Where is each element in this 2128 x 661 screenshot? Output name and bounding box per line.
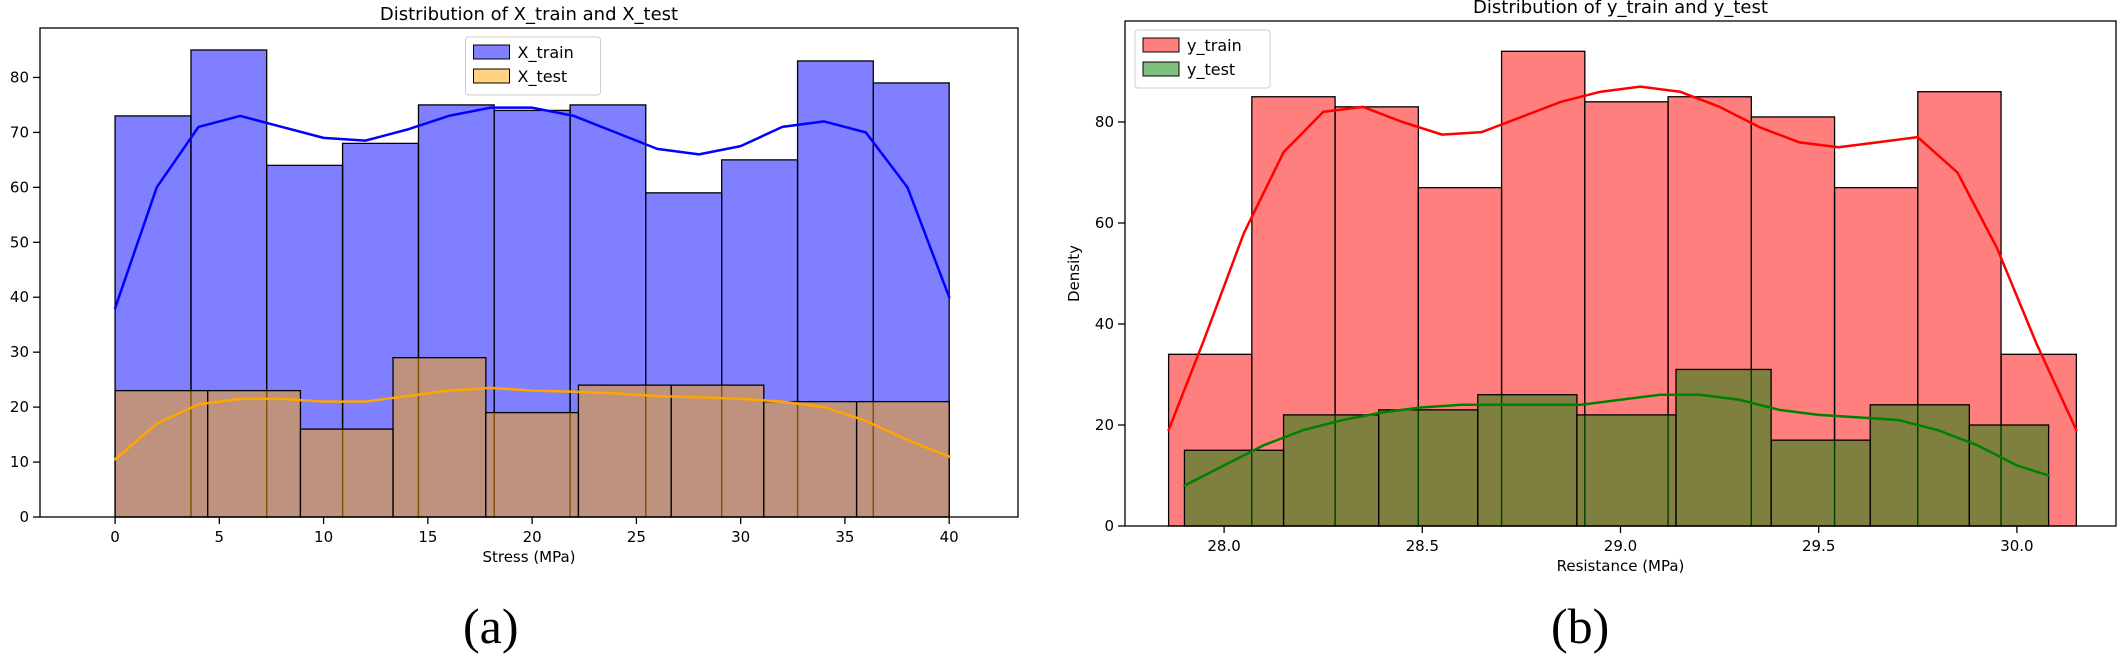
x-tick-label: 29.0: [1604, 537, 1637, 555]
x-tick-label: 35: [835, 528, 854, 546]
bar-y_test-7: [1869, 404, 1970, 527]
x-tick-label: 25: [627, 528, 646, 546]
legend: X_train X_test: [465, 36, 601, 96]
x-tick-label: 28.0: [1207, 537, 1240, 555]
kde-line-X_train: [113, 106, 951, 310]
caption-a: (a): [463, 598, 519, 654]
x-tick-label: 30: [731, 528, 750, 546]
bar-y_test-8: [1968, 424, 2050, 527]
y-tick-label: 80: [1095, 113, 1114, 131]
x-axis-label: Resistance (MPa): [1557, 557, 1685, 575]
y-tick-label: 10: [10, 453, 29, 471]
bar-X_test-5: [577, 384, 672, 518]
bar-X_test-8: [855, 400, 950, 518]
x-tick-label: 5: [215, 528, 225, 546]
kde-line-y_train: [1167, 85, 2078, 432]
x-tick-label: 30.0: [2000, 537, 2033, 555]
legend-label-X_train: X_train: [518, 43, 574, 63]
y-tick-label: 0: [1104, 517, 1114, 535]
bar-y_test-2: [1378, 409, 1479, 527]
x-tick-label: 10: [314, 528, 333, 546]
y-axis-label: Density: [1065, 245, 1083, 302]
y-tick-label: 60: [1095, 214, 1114, 232]
x-tick-label: 0: [110, 528, 120, 546]
x-axis-label: Stress (MPa): [482, 548, 575, 566]
legend-swatch-y_train: [1142, 37, 1180, 53]
plot-frame: [39, 27, 1019, 518]
kde-line-y_test: [1183, 393, 2050, 487]
bar-y_test-1: [1282, 414, 1380, 527]
legend-swatch-X_test: [473, 68, 510, 84]
y-tick-label: 70: [10, 123, 29, 141]
bar-X_test-1: [207, 389, 302, 518]
bar-X_test-3: [392, 357, 487, 518]
x-tick-label: 40: [940, 528, 959, 546]
x-tick-label: 15: [418, 528, 437, 546]
chart-title: Distribution of X_train and X_test: [380, 4, 678, 25]
bar-y_test-5: [1675, 368, 1772, 527]
bar-X_test-4: [485, 411, 580, 518]
y-tick-label: 20: [10, 398, 29, 416]
kde-line-X_test: [113, 386, 951, 461]
legend: y_train y_test: [1134, 29, 1271, 89]
bar-X_test-7: [763, 400, 858, 518]
y-tick-label: 20: [1095, 416, 1114, 434]
bar-y_test-6: [1770, 439, 1871, 527]
y-tick-label: 30: [10, 343, 29, 361]
legend-swatch-y_test: [1142, 61, 1180, 77]
bar-X_test-6: [670, 384, 765, 518]
y-tick-label: 40: [10, 288, 29, 306]
legend-label-X_test: X_test: [518, 67, 568, 87]
chart-0: 0 5 10 15 20 25 30 35 40 0 10 20 30 40 50 60 70 80 Distrib…: [10, 4, 1019, 566]
legend-swatch-X_train: [473, 44, 510, 60]
x-tick-label: 29.5: [1802, 537, 1835, 555]
bar-y_test-3: [1477, 394, 1578, 527]
y-tick-label: 80: [10, 68, 29, 86]
bar-X_test-2: [299, 428, 394, 518]
chart-title: Distribution of y_train and y_test: [1473, 0, 1768, 18]
y-tick-label: 50: [10, 233, 29, 251]
chart-1: 28.0 28.5 29.0 29.5 30.0 0 20 40 60 80 Distributio…: [1065, 0, 2117, 575]
y-tick-label: 0: [19, 508, 29, 526]
legend-label-y_train: y_train: [1187, 36, 1242, 56]
caption-b: (b): [1551, 598, 1610, 654]
bar-y_test-4: [1576, 414, 1677, 527]
y-tick-label: 60: [10, 178, 29, 196]
y-tick-label: 40: [1095, 315, 1114, 333]
bar-X_test-0: [114, 389, 209, 518]
x-tick-label: 28.5: [1406, 537, 1439, 555]
legend-label-y_test: y_test: [1187, 60, 1235, 80]
x-tick-label: 20: [523, 528, 542, 546]
